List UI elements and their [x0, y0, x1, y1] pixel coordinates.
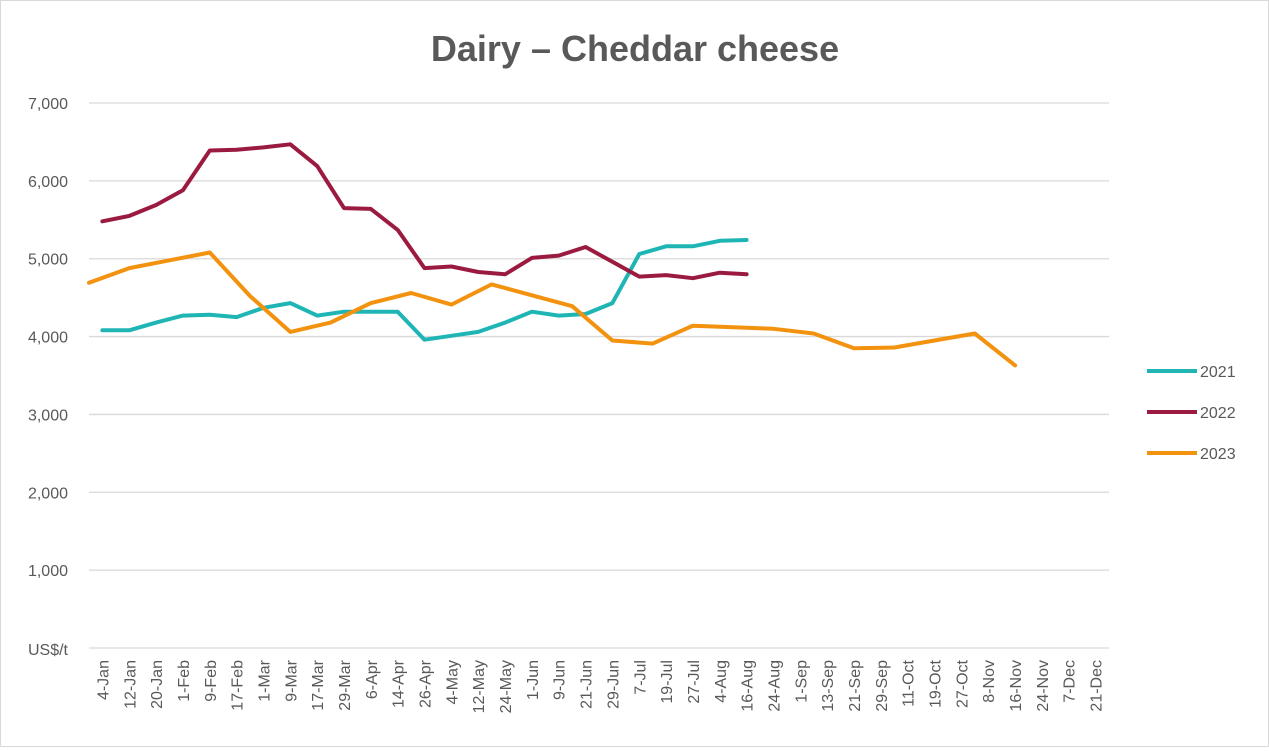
x-tick-label: 13-Sep — [820, 660, 837, 712]
x-tick-label: 14-Apr — [391, 659, 408, 708]
series-line-2023 — [87, 250, 1018, 368]
y-tick-label: 2,000 — [28, 485, 68, 502]
x-tick-label: 9-Mar — [283, 659, 300, 701]
series-line-2022 — [100, 142, 749, 281]
x-tick-label: 26-Apr — [418, 659, 435, 708]
x-tick-label: 4-May — [444, 660, 461, 704]
x-tick-label: 1-Sep — [793, 660, 810, 703]
y-tick-label: 6,000 — [28, 174, 68, 191]
y-axis-tick-labels: 1,000 2,000 3,000 4,000 5,000 6,000 7,000 — [28, 96, 68, 580]
legend-label-2021: 2021 — [1200, 364, 1236, 381]
x-tick-label: 29-Jun — [605, 660, 622, 709]
x-tick-label: 6-Apr — [364, 659, 381, 699]
x-tick-label: 1-Feb — [176, 660, 193, 702]
x-tick-label: 20-Jan — [149, 660, 166, 709]
x-tick-label: 19-Oct — [928, 659, 945, 708]
x-tick-label: 4-Jan — [95, 660, 112, 700]
x-tick-label: 4-Aug — [713, 660, 730, 703]
x-tick-label: 24-Aug — [766, 660, 783, 712]
x-tick-label: 21-Sep — [847, 660, 864, 712]
series-line-2021 — [100, 238, 749, 342]
x-tick-label: 16-Aug — [740, 660, 757, 712]
x-tick-label: 1-Mar — [256, 659, 273, 701]
x-tick-label: 24-Nov — [1035, 660, 1052, 712]
x-tick-label: 1-Jun — [525, 660, 542, 700]
x-axis-tick-labels: 4-Jan 12-Jan 20-Jan 1-Feb 9-Feb 17-Feb 1-Mar 9-… — [95, 659, 1105, 713]
chart-title: Dairy – Cheddar cheese — [431, 28, 839, 69]
series-lines — [87, 142, 1018, 368]
x-tick-label: 19-Jul — [659, 660, 676, 704]
x-tick-label: 7-Dec — [1062, 660, 1079, 703]
y-axis-unit-label: US$/t — [28, 642, 69, 659]
legend-label-2023: 2023 — [1200, 446, 1236, 463]
x-tick-label: 17-Mar — [310, 659, 327, 710]
x-tick-label: 27-Oct — [954, 659, 971, 708]
legend-label-2022: 2022 — [1200, 405, 1236, 422]
x-tick-label: 21-Jun — [579, 660, 596, 709]
y-tick-label: 1,000 — [28, 563, 68, 580]
x-tick-label: 12-Jan — [122, 660, 139, 709]
x-tick-label: 24-May — [498, 660, 515, 713]
x-tick-label: 9-Jun — [552, 660, 569, 700]
x-tick-label: 27-Jul — [686, 660, 703, 704]
y-tick-label: 4,000 — [28, 330, 68, 347]
y-tick-label: 7,000 — [28, 96, 68, 113]
y-tick-label: 5,000 — [28, 252, 68, 269]
legend: 2021 2022 2023 — [1147, 364, 1236, 463]
x-tick-label: 29-Mar — [337, 659, 354, 710]
x-tick-label: 17-Feb — [230, 660, 247, 711]
x-tick-label: 7-Jul — [632, 660, 649, 695]
gridlines — [89, 102, 1109, 649]
x-tick-label: 16-Nov — [1008, 660, 1025, 712]
x-tick-label: 29-Sep — [874, 660, 891, 712]
x-tick-label: 11-Oct — [901, 659, 918, 706]
x-tick-label: 8-Nov — [981, 660, 998, 703]
x-tick-label: 9-Feb — [203, 660, 220, 702]
x-tick-label: 21-Dec — [1089, 660, 1106, 712]
y-tick-label: 3,000 — [28, 407, 68, 424]
x-tick-label: 12-May — [471, 660, 488, 713]
